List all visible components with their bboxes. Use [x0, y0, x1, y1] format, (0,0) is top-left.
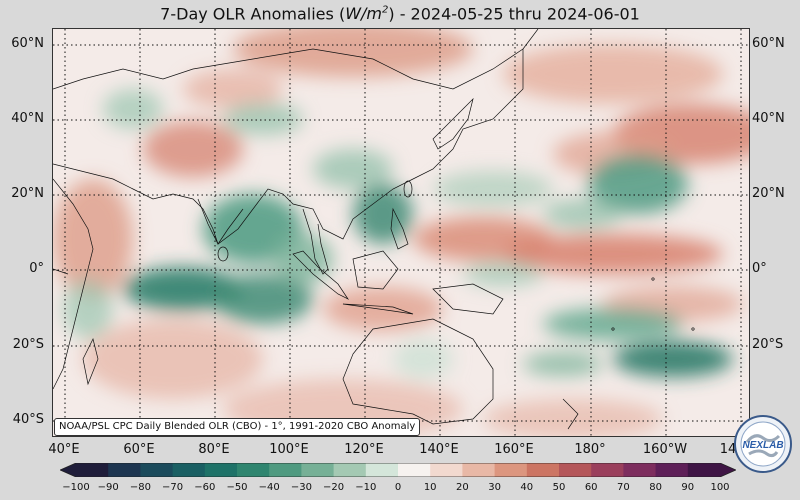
colorbar-tick-label: 30	[488, 482, 501, 493]
colorbar-tick-label: 100	[710, 482, 730, 493]
lat-label-left: 40°N	[11, 111, 44, 126]
colorbar-segment	[108, 463, 141, 477]
colorbar-tick-label: −80	[129, 482, 151, 493]
colorbar-tick-label: 10	[423, 482, 437, 493]
map-title: 7-Day OLR Anomalies (W/m2) - 2024-05-25 …	[160, 4, 640, 24]
colorbar-segment	[623, 463, 657, 477]
colorbar-segment	[591, 463, 624, 477]
colorbar-tick-label: 90	[681, 482, 695, 493]
lon-label: 160°E	[494, 442, 534, 457]
colorbar-tick-label: 20	[456, 482, 469, 493]
lat-label-left: 20°S	[12, 337, 44, 352]
colorbar-tick-label: 40	[520, 482, 534, 493]
colorbar-segment	[462, 463, 496, 477]
colorbar-tick-label: −100	[62, 482, 90, 493]
lon-label: 100°E	[269, 442, 309, 457]
lat-label-right: 20°S	[752, 337, 784, 352]
colorbar-segment	[398, 463, 431, 477]
lat-label-left: 40°S	[12, 412, 44, 427]
olr-anomaly-map	[52, 28, 750, 437]
colorbar-tick-label: 60	[584, 482, 598, 493]
lat-label-left: 60°N	[11, 36, 44, 51]
colorbar	[59, 462, 737, 478]
logo-text: NEXLAB	[742, 440, 783, 451]
lat-label-left: 0°	[29, 261, 44, 276]
lon-label: 80°E	[198, 442, 230, 457]
colorbar-segment	[655, 463, 689, 477]
lon-label: 40°E	[48, 442, 80, 457]
colorbar-tick-label: 70	[617, 482, 630, 493]
lat-label-right: 20°N	[752, 186, 785, 201]
colorbar-segment	[430, 463, 463, 477]
lon-label: 14	[719, 442, 737, 457]
colorbar-segment	[76, 463, 109, 477]
lat-label-left: 20°N	[11, 186, 44, 201]
lon-label: 140°E	[419, 442, 459, 457]
lon-label: 60°E	[123, 442, 155, 457]
lat-label-right: 0°	[752, 261, 767, 276]
colorbar-segment	[204, 463, 238, 477]
colorbar-tick-label: −20	[323, 482, 345, 493]
colorbar-tick-label: −10	[355, 482, 377, 493]
data-source-label: NOAA/PSL CPC Daily Blended OLR (CBO) - 1…	[54, 418, 421, 436]
colorbar-tick-label: −40	[258, 482, 280, 493]
colorbar-segment	[365, 463, 399, 477]
colorbar-segment	[269, 463, 302, 477]
colorbar-tick-label: −50	[226, 482, 248, 493]
colorbar-segment	[494, 463, 528, 477]
nexlab-logo: NEXLAB	[733, 414, 793, 474]
globe-icon: NEXLAB	[734, 415, 792, 473]
colorbar-svg	[59, 462, 737, 478]
lat-label-right: 60°N	[752, 36, 785, 51]
colorbar-tick-label: −60	[194, 482, 216, 493]
colorbar-segment	[301, 463, 335, 477]
colorbar-max-arrow	[720, 463, 736, 477]
colorbar-segment	[559, 463, 592, 477]
map-canvas	[53, 29, 749, 436]
colorbar-tick-label: 80	[649, 482, 662, 493]
colorbar-segment	[687, 463, 721, 477]
colorbar-tick-label: −90	[97, 482, 119, 493]
lat-label-right: 40°N	[752, 111, 785, 126]
colorbar-tick-label: −70	[162, 482, 184, 493]
colorbar-segment	[172, 463, 206, 477]
lon-label: 120°E	[344, 442, 384, 457]
colorbar-min-arrow	[60, 463, 76, 477]
colorbar-segment	[333, 463, 367, 477]
colorbar-segment	[237, 463, 270, 477]
lon-label: 180°	[574, 442, 606, 457]
lon-label: 160°W	[642, 442, 688, 457]
colorbar-segment	[526, 463, 560, 477]
colorbar-tick-label: 0	[394, 482, 402, 493]
colorbar-segment	[140, 463, 174, 477]
colorbar-tick-label: −30	[290, 482, 312, 493]
colorbar-tick-label: 50	[552, 482, 566, 493]
